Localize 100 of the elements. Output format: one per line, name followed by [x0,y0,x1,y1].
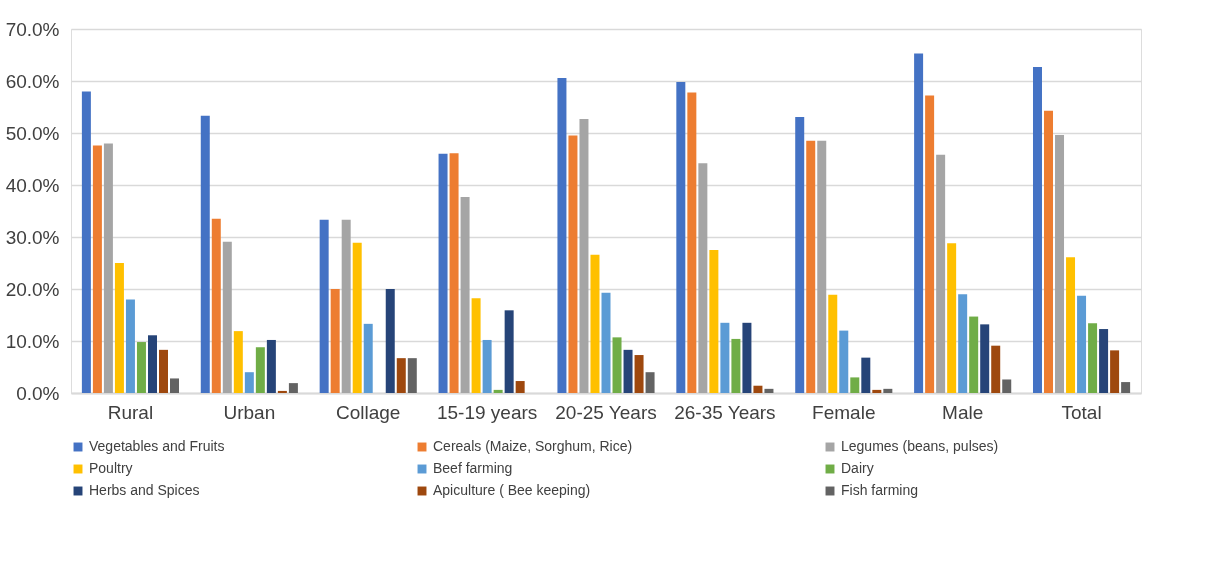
bar [557,77,567,393]
bar [645,372,655,393]
bar [1121,382,1131,393]
bar [1044,110,1054,393]
bar [1002,379,1012,393]
bar [407,358,417,393]
bar [449,153,459,393]
bar [958,294,968,393]
bar [114,263,124,393]
bar [1032,66,1042,393]
bar [698,163,708,393]
bar [753,385,763,393]
bar [471,298,481,393]
bar [158,349,168,393]
y-tick-label: 70.0% [5,18,60,40]
bar [255,347,265,393]
bar [200,115,210,393]
legend-label: Fish farming [841,482,919,498]
bar [731,338,741,393]
bar [493,389,503,393]
bar [991,345,1001,393]
bar [81,91,91,393]
y-tick-label: 20.0% [5,278,60,300]
bar [936,154,946,393]
bar [504,310,514,393]
legend-label: Beef farming [433,460,513,476]
bar [634,355,644,393]
x-tick-label: 26-35 Years [674,401,776,423]
y-tick-label: 0.0% [16,382,60,404]
bar [396,358,406,393]
bar [764,388,774,393]
bar [515,381,525,393]
bar [687,92,697,393]
x-tick-label: Female [812,401,876,423]
bar [872,389,882,393]
x-tick-label: Urban [223,401,276,423]
bar [612,337,622,393]
bar [709,250,719,393]
bar [319,219,329,393]
y-tick-label: 30.0% [5,226,60,248]
bar [828,294,838,393]
bar [147,335,157,393]
bar [850,377,860,393]
x-tick-label: Rural [107,401,154,423]
bar [1077,295,1087,393]
bar [568,135,578,393]
bar [103,143,113,393]
bar [1099,329,1109,393]
bar [136,342,146,393]
x-tick-label: 20-25 Years [555,401,657,423]
bar [125,299,135,393]
bar [947,243,957,393]
bar [1055,135,1065,393]
bar [861,357,871,393]
bar [1088,323,1098,393]
bar [839,330,849,393]
bar [352,242,362,393]
bar [266,339,276,393]
y-tick-label: 50.0% [5,122,60,144]
bar [883,388,893,393]
legend-label: Vegetables and Fruits [89,438,225,454]
x-tick-label: Total [1061,401,1102,423]
bar [590,254,600,393]
bar [601,292,611,393]
bar [1110,350,1120,393]
bar [277,390,287,393]
bar [244,372,254,393]
bar [925,95,935,393]
bar [170,378,180,393]
bar [385,289,395,393]
bar [460,196,470,393]
x-tick-label: Male [942,401,984,423]
legend-label: Poultry [89,460,133,476]
x-tick-label: Collage [336,401,401,423]
bar [579,118,589,393]
x-tick-label: 15-19 years [436,401,538,423]
bar [969,316,979,393]
bar [222,241,232,393]
bar [676,82,686,393]
bar [363,323,373,393]
y-tick-label: 60.0% [5,70,60,92]
bar [341,219,351,393]
bar [742,322,752,393]
bar [623,349,633,393]
y-tick-label: 10.0% [5,330,60,352]
bar [980,324,990,393]
bar [1066,257,1076,393]
y-tick-label: 40.0% [5,174,60,196]
bar [92,145,102,393]
bar [233,331,243,393]
bar [482,339,492,393]
legend-label: Cereals (Maize, Sorghum, Rice) [433,438,633,454]
bar [211,218,221,393]
bar [438,153,448,393]
legend-label: Dairy [841,460,874,476]
bar [330,289,340,393]
legend-label: Legumes (beans, pulses) [841,438,999,454]
bar [914,53,924,393]
legend-label: Herbs and Spices [89,482,200,498]
bar [720,322,730,393]
